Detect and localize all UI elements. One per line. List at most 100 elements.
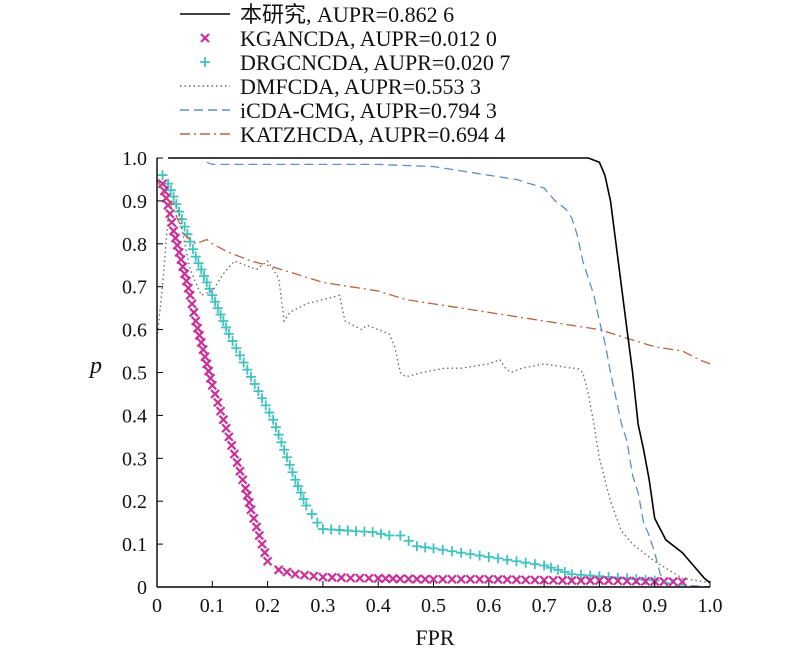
data-point: [539, 560, 550, 571]
marker-trail: [187, 244, 198, 255]
x-tick-label: 0.6: [476, 595, 501, 617]
data-point: [246, 371, 257, 382]
data-point: [235, 466, 245, 476]
x-tick-label: 1.0: [698, 595, 723, 617]
x-axis-label: FPR: [415, 625, 454, 650]
marker-trail: [502, 574, 513, 585]
data-point: [594, 575, 605, 586]
marker-trail: [668, 576, 678, 587]
marker-trail: [231, 343, 242, 354]
marker-trail: [520, 557, 531, 568]
marker-trail: [199, 270, 210, 281]
series-line: [168, 157, 711, 584]
series-2: [157, 170, 660, 586]
marker-trail: [183, 283, 194, 293]
marker-trail: [193, 258, 204, 269]
marker-trail: [295, 487, 306, 498]
marker-trail: [603, 575, 614, 586]
x-tick-label: 0.7: [532, 595, 557, 617]
data-point: [240, 483, 251, 494]
marker-trail: [194, 330, 205, 341]
data-point: [345, 573, 356, 583]
data-point: [257, 393, 268, 404]
data-point: [223, 328, 234, 339]
marker-trail: [198, 344, 208, 355]
data-point: [168, 226, 179, 236]
series-line: [206, 161, 711, 588]
series-line: [156, 199, 711, 584]
y-tick-label: 0.1: [122, 534, 147, 556]
marker-trail: [227, 336, 238, 347]
marker-trail: [181, 276, 192, 286]
legend-swatch: [200, 57, 210, 67]
marker-trail: [172, 240, 183, 251]
marker-trail: [576, 575, 586, 586]
marker-trail: [248, 513, 259, 524]
data-point: [290, 569, 301, 579]
marker-trail: [465, 549, 476, 560]
marker-trail: [613, 576, 623, 586]
marker-trail: [557, 575, 568, 586]
legend-label: KGANCDA, AUPR=0.012 0: [240, 26, 497, 51]
series-line: [156, 179, 711, 365]
data-point: [185, 290, 195, 301]
marker-trail: [165, 185, 176, 196]
data-point: [213, 397, 223, 408]
series-4: [206, 161, 711, 588]
marker-trail: [364, 573, 374, 584]
data-point: [484, 574, 494, 585]
data-point: [273, 565, 284, 575]
marker-trail: [260, 400, 271, 411]
marker-trail: [293, 481, 304, 492]
data-point: [395, 530, 406, 541]
marker-trail: [474, 550, 485, 561]
marker-trail: [412, 574, 422, 584]
legend-label: iCDA-CMG, AUPR=0.794 3: [240, 98, 497, 123]
marker-trail: [170, 233, 181, 243]
marker-trail: [585, 570, 596, 581]
data-point: [224, 432, 234, 442]
marker-trail: [354, 573, 365, 583]
marker-trail: [176, 254, 186, 265]
data-point: [384, 530, 395, 541]
data-point: [539, 575, 549, 585]
marker-trail: [237, 474, 248, 485]
marker-trail: [166, 217, 177, 228]
marker-trail: [380, 573, 391, 584]
marker-trail: [552, 564, 563, 575]
marker-trail: [253, 386, 264, 397]
marker-trail: [165, 208, 175, 219]
x-tick-label: 0.1: [200, 595, 225, 617]
marker-trail: [215, 406, 226, 416]
legend-label: DMFCDA, AUPR=0.553 3: [240, 74, 481, 99]
marker-trail: [493, 553, 504, 564]
y-tick-label: 0.7: [122, 277, 147, 299]
data-point: [566, 569, 577, 580]
data-point: [157, 170, 168, 181]
marker-trail: [226, 440, 237, 451]
data-point: [312, 517, 323, 528]
marker-trail: [631, 576, 642, 586]
marker-trail: [403, 574, 414, 584]
y-axis-label: p: [88, 353, 102, 379]
marker-trail: [215, 309, 226, 320]
data-point: [257, 539, 267, 549]
marker-trail: [403, 535, 414, 546]
y-tick-label: 1.0: [122, 148, 147, 170]
marker-trail: [254, 530, 265, 541]
marker-trail: [336, 572, 347, 583]
marker-trail: [260, 547, 270, 558]
marker-trail: [242, 490, 253, 501]
y-tick-label: 0.2: [122, 491, 147, 513]
data-point: [212, 303, 223, 314]
marker-trail: [502, 554, 513, 565]
plot-curves: [156, 157, 711, 588]
marker-trail: [221, 423, 231, 434]
marker-trail: [659, 576, 669, 587]
y-tick-label: 0.3: [122, 448, 147, 470]
marker-trail: [242, 364, 253, 375]
legend-label: 本研究, AUPR=0.862 6: [240, 2, 454, 27]
data-point: [318, 572, 328, 582]
data-point: [367, 527, 378, 538]
